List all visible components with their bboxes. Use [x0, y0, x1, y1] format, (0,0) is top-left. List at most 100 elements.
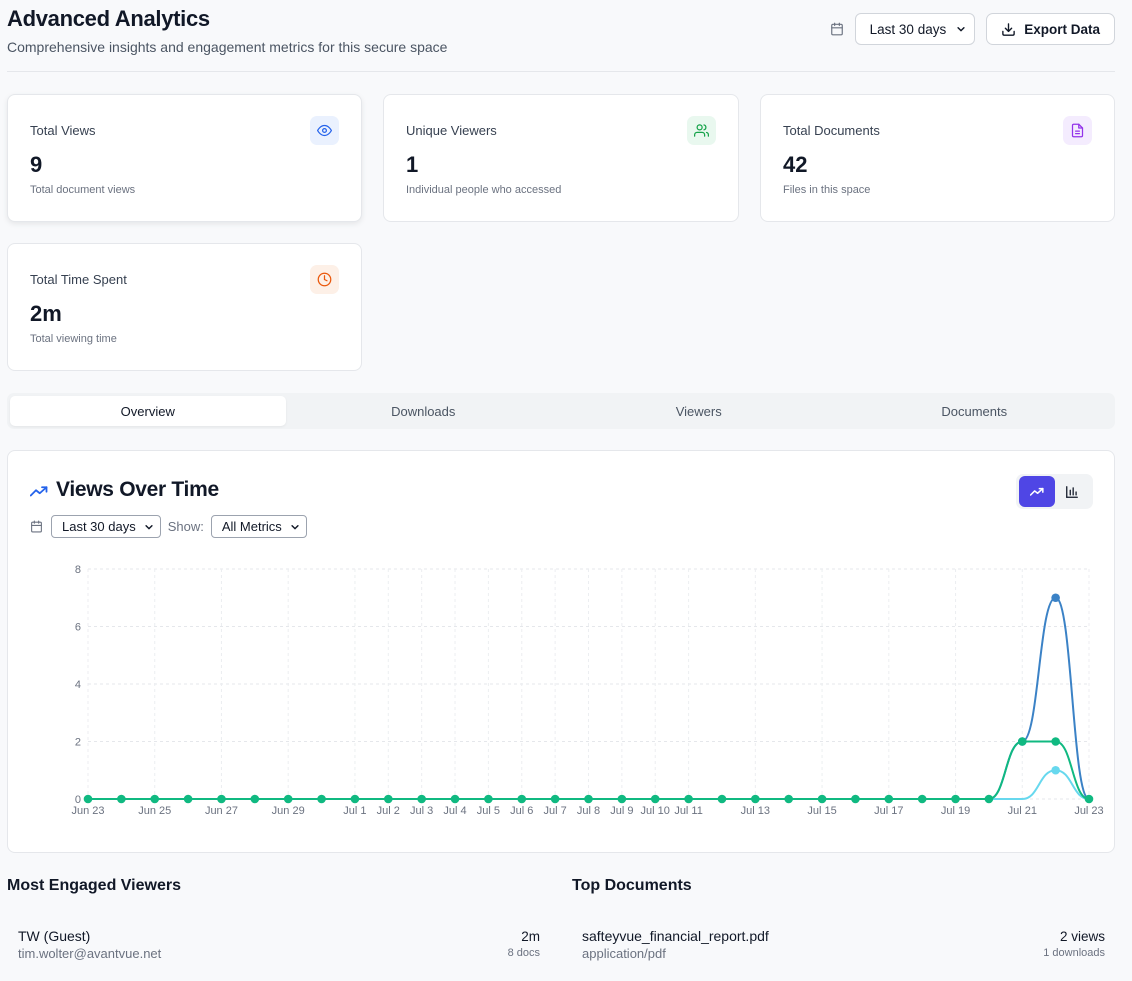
calendar-icon [830, 22, 844, 36]
page-subtitle: Comprehensive insights and engagement me… [7, 39, 448, 55]
chevron-down-icon [956, 24, 966, 34]
viewer-docs: 8 docs [507, 947, 540, 959]
stat-card-total-time: Total Time Spent 2m Total viewing time [7, 243, 362, 371]
data-point [650, 794, 660, 804]
views-over-time-card: Views Over Time Last 30 days Show: All M… [7, 450, 1115, 853]
x-tick-label: Jul 17 [874, 805, 903, 817]
y-tick-label: 0 [75, 794, 81, 806]
document-row[interactable]: safteyvue_financial_report.pdf applicati… [582, 928, 769, 961]
stat-card-total-documents: Total Documents 42 Files in this space [760, 94, 1115, 222]
x-tick-label: Jul 3 [410, 805, 433, 817]
viewer-stats: 2m 8 docs [508, 929, 540, 959]
line-chart-button[interactable] [1019, 476, 1055, 507]
stat-label: Total Views [30, 123, 96, 138]
data-point [584, 794, 593, 804]
data-point [350, 794, 360, 804]
x-tick-label: Jul 7 [544, 805, 567, 817]
viewer-row[interactable]: TW (Guest) tim.wolter@avantvue.net [18, 928, 161, 961]
data-point [550, 794, 560, 804]
data-point [150, 794, 160, 804]
stat-value: 9 [30, 152, 43, 177]
chart-range-select[interactable]: Last 30 days [51, 515, 161, 538]
data-point [517, 794, 527, 804]
data-point [1084, 794, 1094, 804]
x-tick-label: Jul 15 [807, 805, 836, 817]
y-tick-label: 2 [75, 737, 81, 749]
data-point [250, 794, 260, 804]
export-data-button[interactable]: Export Data [986, 13, 1115, 45]
stat-description: Individual people who accessed [406, 184, 562, 196]
document-name: safteyvue_financial_report.pdf [582, 928, 769, 944]
eye-icon [310, 116, 339, 145]
tab-downloads[interactable]: Downloads [391, 403, 456, 419]
metric-select[interactable]: All Metrics [210, 515, 307, 538]
x-tick-label: Jul 21 [1008, 805, 1037, 817]
stat-value: 42 [783, 152, 808, 177]
viewer-time: 2m [521, 929, 540, 944]
chevron-down-icon [144, 522, 154, 532]
data-point [1051, 765, 1060, 775]
chart-type-toggle [1016, 474, 1093, 509]
y-tick-label: 4 [75, 679, 81, 691]
data-point [83, 794, 93, 804]
document-downloads: 1 downloads [1043, 947, 1105, 959]
document-stats: 2 views 1 downloads [1043, 929, 1105, 959]
data-point [450, 794, 460, 804]
trending-up-icon [1030, 486, 1044, 497]
x-tick-label: Jun 27 [205, 805, 238, 817]
document-views: 2 views [1059, 929, 1105, 944]
data-point [317, 794, 326, 804]
stat-label: Unique Viewers [406, 123, 497, 138]
stat-card-total-views: Total Views 9 Total document views [7, 94, 362, 222]
x-tick-label: Jul 4 [443, 805, 466, 817]
x-tick-label: Jul 23 [1074, 805, 1103, 817]
x-tick-label: Jul 11 [674, 805, 703, 817]
tab-documents[interactable]: Documents [941, 403, 1008, 419]
chart-title: Views Over Time [56, 478, 219, 501]
analytics-tabs: Overview Downloads Viewers Documents [7, 393, 1115, 429]
data-point [117, 794, 126, 804]
data-point [917, 794, 927, 804]
file-icon [1063, 116, 1092, 145]
page-header: Advanced Analytics Comprehensive insight… [7, 4, 1115, 72]
stat-value: 2m [30, 301, 62, 326]
metric-value: All Metrics [221, 519, 282, 534]
data-point [417, 794, 426, 804]
x-tick-label: Jul 1 [343, 805, 366, 817]
data-point [817, 794, 827, 804]
x-tick-label: Jul 5 [477, 805, 500, 817]
trending-up-icon [30, 484, 48, 498]
page-title: Advanced Analytics [7, 6, 210, 31]
header-controls: Last 30 days Export Data [830, 13, 1115, 45]
chart-range-value: Last 30 days [62, 519, 136, 534]
x-tick-label: Jun 29 [272, 805, 305, 817]
data-point [1051, 737, 1060, 746]
stat-description: Total document views [30, 184, 136, 196]
chevron-down-icon [290, 522, 300, 532]
top-documents-title: Top Documents [572, 877, 692, 894]
date-range-value: Last 30 days [869, 21, 947, 37]
x-tick-label: Jul 9 [610, 805, 633, 817]
viewer-email: tim.wolter@avantvue.net [18, 946, 162, 961]
data-point [851, 794, 860, 804]
x-tick-label: Jul 10 [641, 805, 670, 817]
views-line-chart: 0 2 4 6 8 Jun 23 Jun 25 Jun 27 Jun 29 Jul 1 Jul 2 J… [71, 564, 1103, 817]
data-point [984, 794, 994, 804]
x-tick-label: Jul 8 [577, 805, 600, 817]
bar-chart-button[interactable] [1054, 476, 1090, 507]
stat-description: Total viewing time [30, 333, 117, 345]
x-tick-label: Jun 23 [71, 805, 104, 817]
data-point [183, 794, 193, 804]
stat-card-unique-viewers: Unique Viewers 1 Individual people who a… [383, 94, 739, 222]
bar-chart-icon [1065, 485, 1079, 499]
stat-label: Total Time Spent [30, 272, 127, 287]
stat-value: 1 [406, 152, 419, 177]
document-type: application/pdf [582, 946, 666, 961]
tab-overview[interactable]: Overview [10, 396, 286, 426]
most-engaged-viewers-title: Most Engaged Viewers [7, 877, 181, 894]
y-tick-label: 6 [75, 622, 81, 634]
download-icon [1001, 22, 1016, 37]
y-tick-label: 8 [75, 564, 81, 576]
tab-viewers[interactable]: Viewers [675, 403, 722, 419]
date-range-select[interactable]: Last 30 days [854, 13, 976, 45]
